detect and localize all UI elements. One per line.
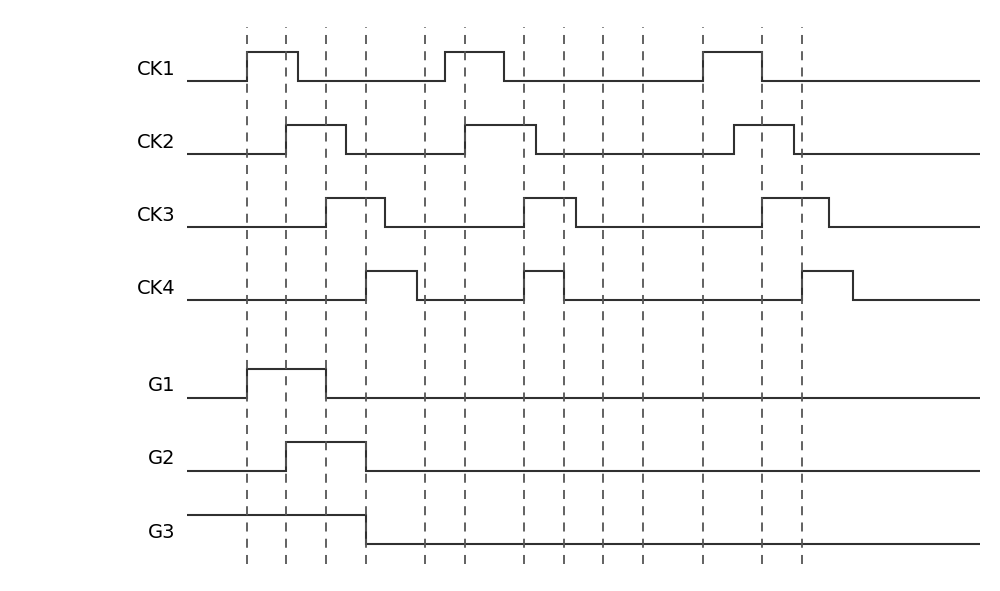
Text: CK1: CK1 [137,60,175,79]
Text: CK4: CK4 [137,279,175,298]
Text: G3: G3 [148,522,175,541]
Text: G1: G1 [148,376,175,395]
Text: CK2: CK2 [137,133,175,152]
Text: CK3: CK3 [137,206,175,225]
Text: G2: G2 [148,450,175,469]
